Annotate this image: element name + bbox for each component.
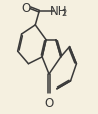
Text: 2: 2	[62, 9, 67, 18]
Text: NH: NH	[50, 5, 67, 18]
Text: O: O	[22, 2, 31, 15]
Text: O: O	[44, 96, 54, 109]
